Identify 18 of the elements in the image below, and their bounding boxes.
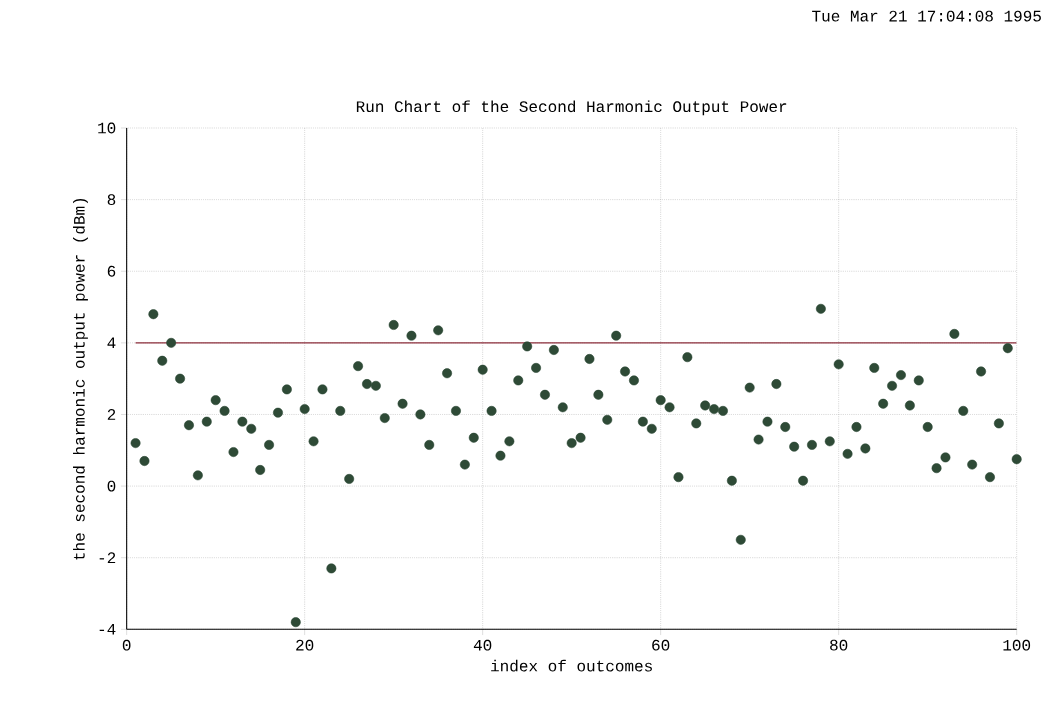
y-tick-label: 0 [107, 480, 116, 492]
y-tick-label: -2 [99, 552, 116, 564]
y-tick-label: 6 [107, 265, 116, 277]
x-tick-label: 20 [296, 639, 314, 651]
y-tick-label: 8 [107, 194, 116, 206]
x-tick-label: 40 [473, 639, 492, 651]
x-tick-label: 0 [122, 639, 131, 651]
chart-title: Run Chart of the Second Harmonic Output Power [356, 100, 787, 116]
y-tick-label: 2 [107, 409, 116, 420]
x-tick-label: 60 [652, 639, 670, 651]
x-tick-label: 80 [830, 639, 848, 651]
y-tick-label: 4 [107, 337, 116, 349]
text: Tue Mar 21 17:04:08 1995 [812, 10, 1041, 22]
y-tick-label: 10 [98, 122, 116, 134]
y-tick-label: -4 [99, 624, 116, 635]
x-axis-title: index of outcomes [491, 659, 652, 672]
x-tick-label: 100 [1003, 639, 1031, 651]
y-axis-title: the second harmonic output power (dBm) [73, 198, 88, 560]
